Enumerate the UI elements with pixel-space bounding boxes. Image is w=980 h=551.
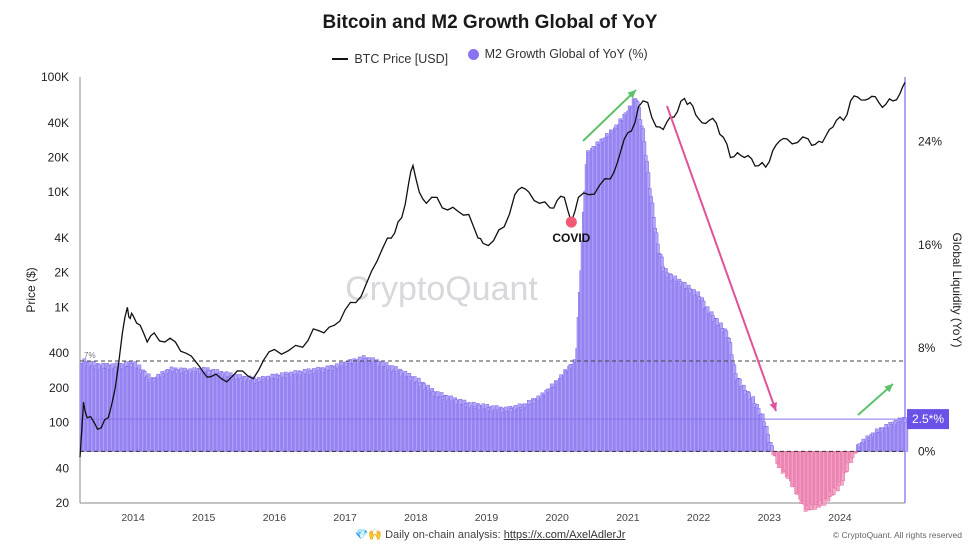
m2-bar bbox=[770, 445, 774, 452]
y-left-tick-label: 100K bbox=[41, 70, 69, 84]
pink-arrow-down-head bbox=[769, 402, 777, 411]
y-left-tick-label: 200 bbox=[49, 381, 69, 395]
chart-title: Bitcoin and M2 Growth Global of YoY bbox=[322, 12, 658, 33]
x-tick-label: 2014 bbox=[121, 512, 145, 524]
ref-badge-label: 2.5*% bbox=[912, 412, 944, 426]
legend-label-btc: BTC Price [USD] bbox=[354, 51, 449, 66]
y-right-tick-label: 8% bbox=[918, 341, 936, 355]
x-tick-label: 2021 bbox=[616, 512, 640, 524]
footer-prefix: Daily on-chain analysis: bbox=[385, 529, 501, 541]
m2-bar bbox=[904, 422, 909, 452]
line-swatch-icon bbox=[332, 57, 349, 60]
footer: 💎🙌 Daily on-chain analysis: https://x.co… bbox=[0, 528, 980, 541]
ref-label-7: 7% bbox=[84, 351, 96, 360]
x-tick-label: 2016 bbox=[263, 512, 287, 524]
green-arrow-up-2-head bbox=[884, 384, 893, 393]
covid-marker bbox=[565, 216, 577, 228]
y-right-axis-label: Global Liquidity (YoY) bbox=[950, 233, 964, 348]
green-arrow-up-1 bbox=[582, 89, 637, 142]
x-tick-label: 2019 bbox=[475, 512, 499, 524]
legend-item-btc[interactable]: BTC Price [USD] bbox=[332, 52, 448, 66]
y-left-tick-label: 1K bbox=[54, 300, 69, 314]
x-tick-label: 2018 bbox=[404, 512, 428, 524]
x-tick-label: 2022 bbox=[687, 512, 711, 524]
x-tick-label: 2020 bbox=[546, 512, 570, 524]
btc-price-line bbox=[79, 82, 906, 458]
y-left-tick-label: 20K bbox=[48, 150, 69, 164]
y-left-tick-label: 40K bbox=[48, 116, 69, 130]
y-left-tick-label: 2K bbox=[54, 266, 69, 280]
y-left-tick-label: 400 bbox=[49, 346, 69, 360]
y-left-tick-label: 100 bbox=[49, 416, 69, 430]
y-left-tick-label: 10K bbox=[48, 185, 69, 199]
y-left-tick-label: 40 bbox=[56, 461, 70, 475]
y-left-tick-label: 20 bbox=[56, 496, 70, 510]
circle-swatch-icon bbox=[467, 48, 479, 60]
x-tick-label: 2017 bbox=[333, 512, 357, 524]
x-tick-label: 2024 bbox=[828, 512, 852, 524]
legend: BTC Price [USD] M2 Growth Global of YoY … bbox=[0, 47, 980, 66]
legend-label-m2: M2 Growth Global of YoY (%) bbox=[484, 47, 648, 61]
y-left-tick-label: 4K bbox=[54, 231, 69, 245]
y-right-tick-label: 0% bbox=[918, 444, 936, 458]
covid-label: COVID bbox=[552, 231, 590, 245]
y-right-tick-label: 24% bbox=[918, 135, 942, 149]
diamond-hands-icon: 💎🙌 bbox=[354, 529, 383, 541]
x-tick-label: 2015 bbox=[192, 512, 216, 524]
legend-item-m2[interactable]: M2 Growth Global of YoY (%) bbox=[467, 47, 648, 61]
x-tick-label: 2023 bbox=[758, 512, 782, 524]
footer-link[interactable]: https://x.com/AxelAdlerJr bbox=[503, 529, 626, 541]
y-left-axis-label: Price ($) bbox=[24, 267, 38, 312]
y-right-tick-label: 16% bbox=[918, 238, 942, 252]
copyright: © CryptoQuant. All rights reserved bbox=[832, 530, 962, 540]
green-arrow-up-1-head bbox=[627, 90, 636, 99]
pink-arrow-down bbox=[666, 105, 777, 412]
watermark: CryptoQuant bbox=[345, 270, 538, 308]
ref-badge-25 bbox=[907, 409, 949, 430]
